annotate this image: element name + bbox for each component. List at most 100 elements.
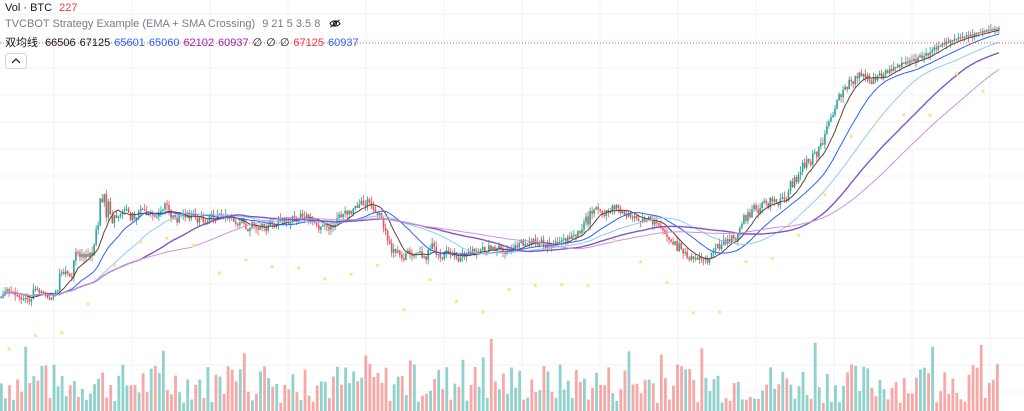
candle-body [20,297,23,300]
candle-body [194,213,197,219]
candle-body [933,47,936,51]
candle-body [401,254,403,259]
volume-bar [481,357,485,411]
candle-body [129,212,132,221]
candle-body [338,214,340,219]
signal-marker [86,302,90,306]
strategy-label: TVCBOT Strategy Example (EMA + SMA Cross… [5,18,256,30]
candle-body [267,225,270,231]
candle-body [168,205,170,211]
candle-body [60,272,63,274]
volume-bar [259,371,262,411]
volume-bar [186,379,190,411]
candle-body [73,260,75,278]
volume-bar [356,381,360,411]
candle-body [919,55,921,58]
candle-body [403,258,405,260]
candle-body [34,288,37,290]
volume-bar [538,390,542,411]
candle-body [330,225,332,230]
candle-body [917,57,919,62]
volume-bar [291,374,295,411]
candle-body [888,69,891,74]
candle-body [909,60,911,64]
candle-body [907,61,909,64]
volume-bar [850,364,854,411]
candle-body [692,256,695,260]
volume-bar [607,367,611,411]
candle-body [848,79,850,90]
volume-bar [777,384,781,411]
candle-body [382,218,385,229]
ma-value: 67125 [79,37,111,49]
candle-body [386,231,389,241]
candle-body [360,200,363,205]
candle-body [405,253,407,260]
volume-bar [704,377,708,411]
volume-bar [85,399,88,411]
candle-body [820,143,822,147]
volume-bar [137,392,141,411]
volume-bar [773,388,777,411]
candle-body [125,208,128,210]
signal-marker [323,277,327,281]
candle-body [558,241,561,244]
volume-bar [805,394,809,411]
candle-body [579,231,581,234]
candle-body [0,297,2,299]
candle-body [905,61,907,64]
candle-body [443,254,446,260]
volume-bar [396,376,400,411]
volume-bar [716,375,720,411]
volume-bar [121,364,125,411]
volume-bar [101,372,105,411]
volume-bar [761,390,764,411]
volume-bar [8,385,11,411]
candle-body [305,214,308,219]
candle-body [75,251,77,261]
candle-body [81,254,83,257]
candle-body [981,30,984,33]
volume-bar [562,389,566,411]
signal-marker [586,284,590,288]
candle-body [119,213,122,217]
candle-body [473,249,476,252]
candle-body [409,250,411,255]
candle-body [417,252,419,254]
candle-body [769,197,772,208]
candle-body [613,205,616,210]
candle-body [56,290,59,292]
candle-body [674,241,676,245]
eye-off-icon[interactable] [329,19,341,28]
candle-body [842,89,844,98]
candle-body [690,256,693,260]
candle-body [571,235,573,239]
candle-body [650,216,652,221]
signal-marker [218,271,222,275]
candle-body [8,289,10,292]
candle-body [929,52,931,56]
candle-body [957,37,960,40]
candle-body [172,215,174,219]
candle-body [352,208,355,214]
candle-body [846,87,848,90]
volume-bar [80,388,84,411]
candle-body [71,276,73,278]
volume-bar [360,377,364,411]
candle-body [937,45,940,50]
volume-bar [449,399,453,411]
volume-bar [728,400,732,411]
volume-bar [311,401,315,411]
candle-body [46,294,49,298]
candle-body [348,210,350,215]
volume-bar [24,346,28,411]
candle-body [955,38,958,40]
candle-body [524,243,527,247]
volume-bar [834,385,837,411]
candle-body [299,213,302,220]
volume-bar [740,399,744,411]
collapse-legend-button[interactable] [5,53,27,69]
candle-body [850,79,853,82]
volume-bar [437,369,441,411]
